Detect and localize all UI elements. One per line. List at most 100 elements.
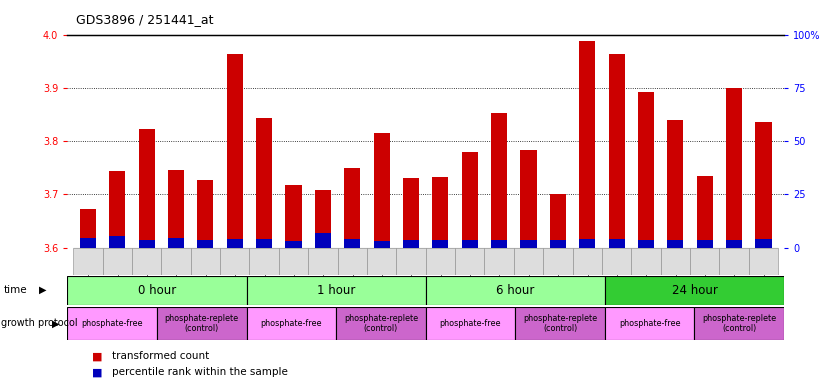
Bar <box>227 54 243 248</box>
Bar <box>246 307 336 340</box>
Bar <box>425 276 605 305</box>
Bar <box>286 241 301 248</box>
Bar <box>397 248 426 275</box>
Bar <box>514 248 544 275</box>
Bar <box>67 307 157 340</box>
Bar <box>344 168 360 248</box>
Bar <box>608 54 625 248</box>
Bar <box>374 132 390 248</box>
Text: 1 hour: 1 hour <box>317 285 355 297</box>
Bar <box>605 307 695 340</box>
Bar <box>314 233 331 248</box>
Bar <box>605 276 784 305</box>
Bar <box>697 240 713 248</box>
Bar <box>461 240 478 248</box>
Bar <box>197 240 213 248</box>
Bar <box>667 120 683 248</box>
Bar <box>139 240 154 248</box>
Bar <box>161 248 190 275</box>
Bar <box>403 240 419 248</box>
Text: ■: ■ <box>92 367 103 377</box>
Bar <box>455 248 484 275</box>
Bar <box>521 240 537 248</box>
Bar <box>579 239 595 248</box>
Bar <box>690 248 719 275</box>
Bar <box>109 172 126 248</box>
Bar <box>521 150 537 248</box>
Bar <box>608 238 625 248</box>
Bar <box>491 240 507 248</box>
Bar <box>516 307 605 340</box>
Bar <box>109 237 126 248</box>
Bar <box>719 248 749 275</box>
Bar <box>73 248 103 275</box>
Text: growth protocol: growth protocol <box>1 318 77 328</box>
Bar <box>256 239 273 248</box>
Text: ▶: ▶ <box>52 318 59 328</box>
Bar <box>602 248 631 275</box>
Bar <box>755 239 772 248</box>
Bar <box>631 248 661 275</box>
Bar <box>344 239 360 248</box>
Bar <box>661 248 690 275</box>
Text: ▶: ▶ <box>39 285 47 295</box>
Bar <box>168 238 184 248</box>
Bar <box>461 152 478 248</box>
Bar <box>220 248 250 275</box>
Bar <box>139 129 154 248</box>
Bar <box>697 176 713 248</box>
Text: ■: ■ <box>92 351 103 361</box>
Text: phosphate-replete
(control): phosphate-replete (control) <box>344 314 418 333</box>
Text: 6 hour: 6 hour <box>496 285 534 297</box>
Bar <box>667 240 683 248</box>
Bar <box>80 209 96 248</box>
Bar <box>80 238 96 248</box>
Bar <box>67 276 246 305</box>
Text: phosphate-replete
(control): phosphate-replete (control) <box>523 314 597 333</box>
Bar <box>638 240 654 248</box>
Bar <box>433 240 448 248</box>
Bar <box>579 41 595 248</box>
Bar <box>491 113 507 248</box>
Text: phosphate-free: phosphate-free <box>260 319 322 328</box>
Text: phosphate-free: phosphate-free <box>440 319 502 328</box>
Bar <box>749 248 778 275</box>
Bar <box>544 248 572 275</box>
Bar <box>726 240 742 248</box>
Bar <box>246 276 425 305</box>
Bar <box>190 248 220 275</box>
Text: phosphate-free: phosphate-free <box>619 319 681 328</box>
Bar <box>367 248 397 275</box>
Bar <box>484 248 514 275</box>
Bar <box>336 307 425 340</box>
Bar <box>755 122 772 248</box>
Bar <box>168 170 184 248</box>
Text: percentile rank within the sample: percentile rank within the sample <box>112 367 288 377</box>
Bar <box>286 185 301 248</box>
Bar <box>433 177 448 248</box>
Bar <box>403 179 419 248</box>
Bar <box>374 241 390 248</box>
Bar <box>425 307 516 340</box>
Bar <box>695 307 784 340</box>
Text: phosphate-replete
(control): phosphate-replete (control) <box>165 314 239 333</box>
Bar <box>132 248 161 275</box>
Bar <box>337 248 367 275</box>
Bar <box>550 240 566 248</box>
Bar <box>550 194 566 248</box>
Bar <box>726 88 742 248</box>
Bar <box>426 248 455 275</box>
Bar <box>103 248 132 275</box>
Bar <box>157 307 246 340</box>
Text: 24 hour: 24 hour <box>672 285 718 297</box>
Bar <box>250 248 279 275</box>
Text: time: time <box>4 285 28 295</box>
Bar <box>227 239 243 248</box>
Bar <box>197 180 213 248</box>
Text: GDS3896 / 251441_at: GDS3896 / 251441_at <box>76 13 213 26</box>
Bar <box>314 190 331 248</box>
Text: 0 hour: 0 hour <box>138 285 176 297</box>
Text: phosphate-free: phosphate-free <box>81 319 143 328</box>
Bar <box>572 248 602 275</box>
Bar <box>256 118 273 248</box>
